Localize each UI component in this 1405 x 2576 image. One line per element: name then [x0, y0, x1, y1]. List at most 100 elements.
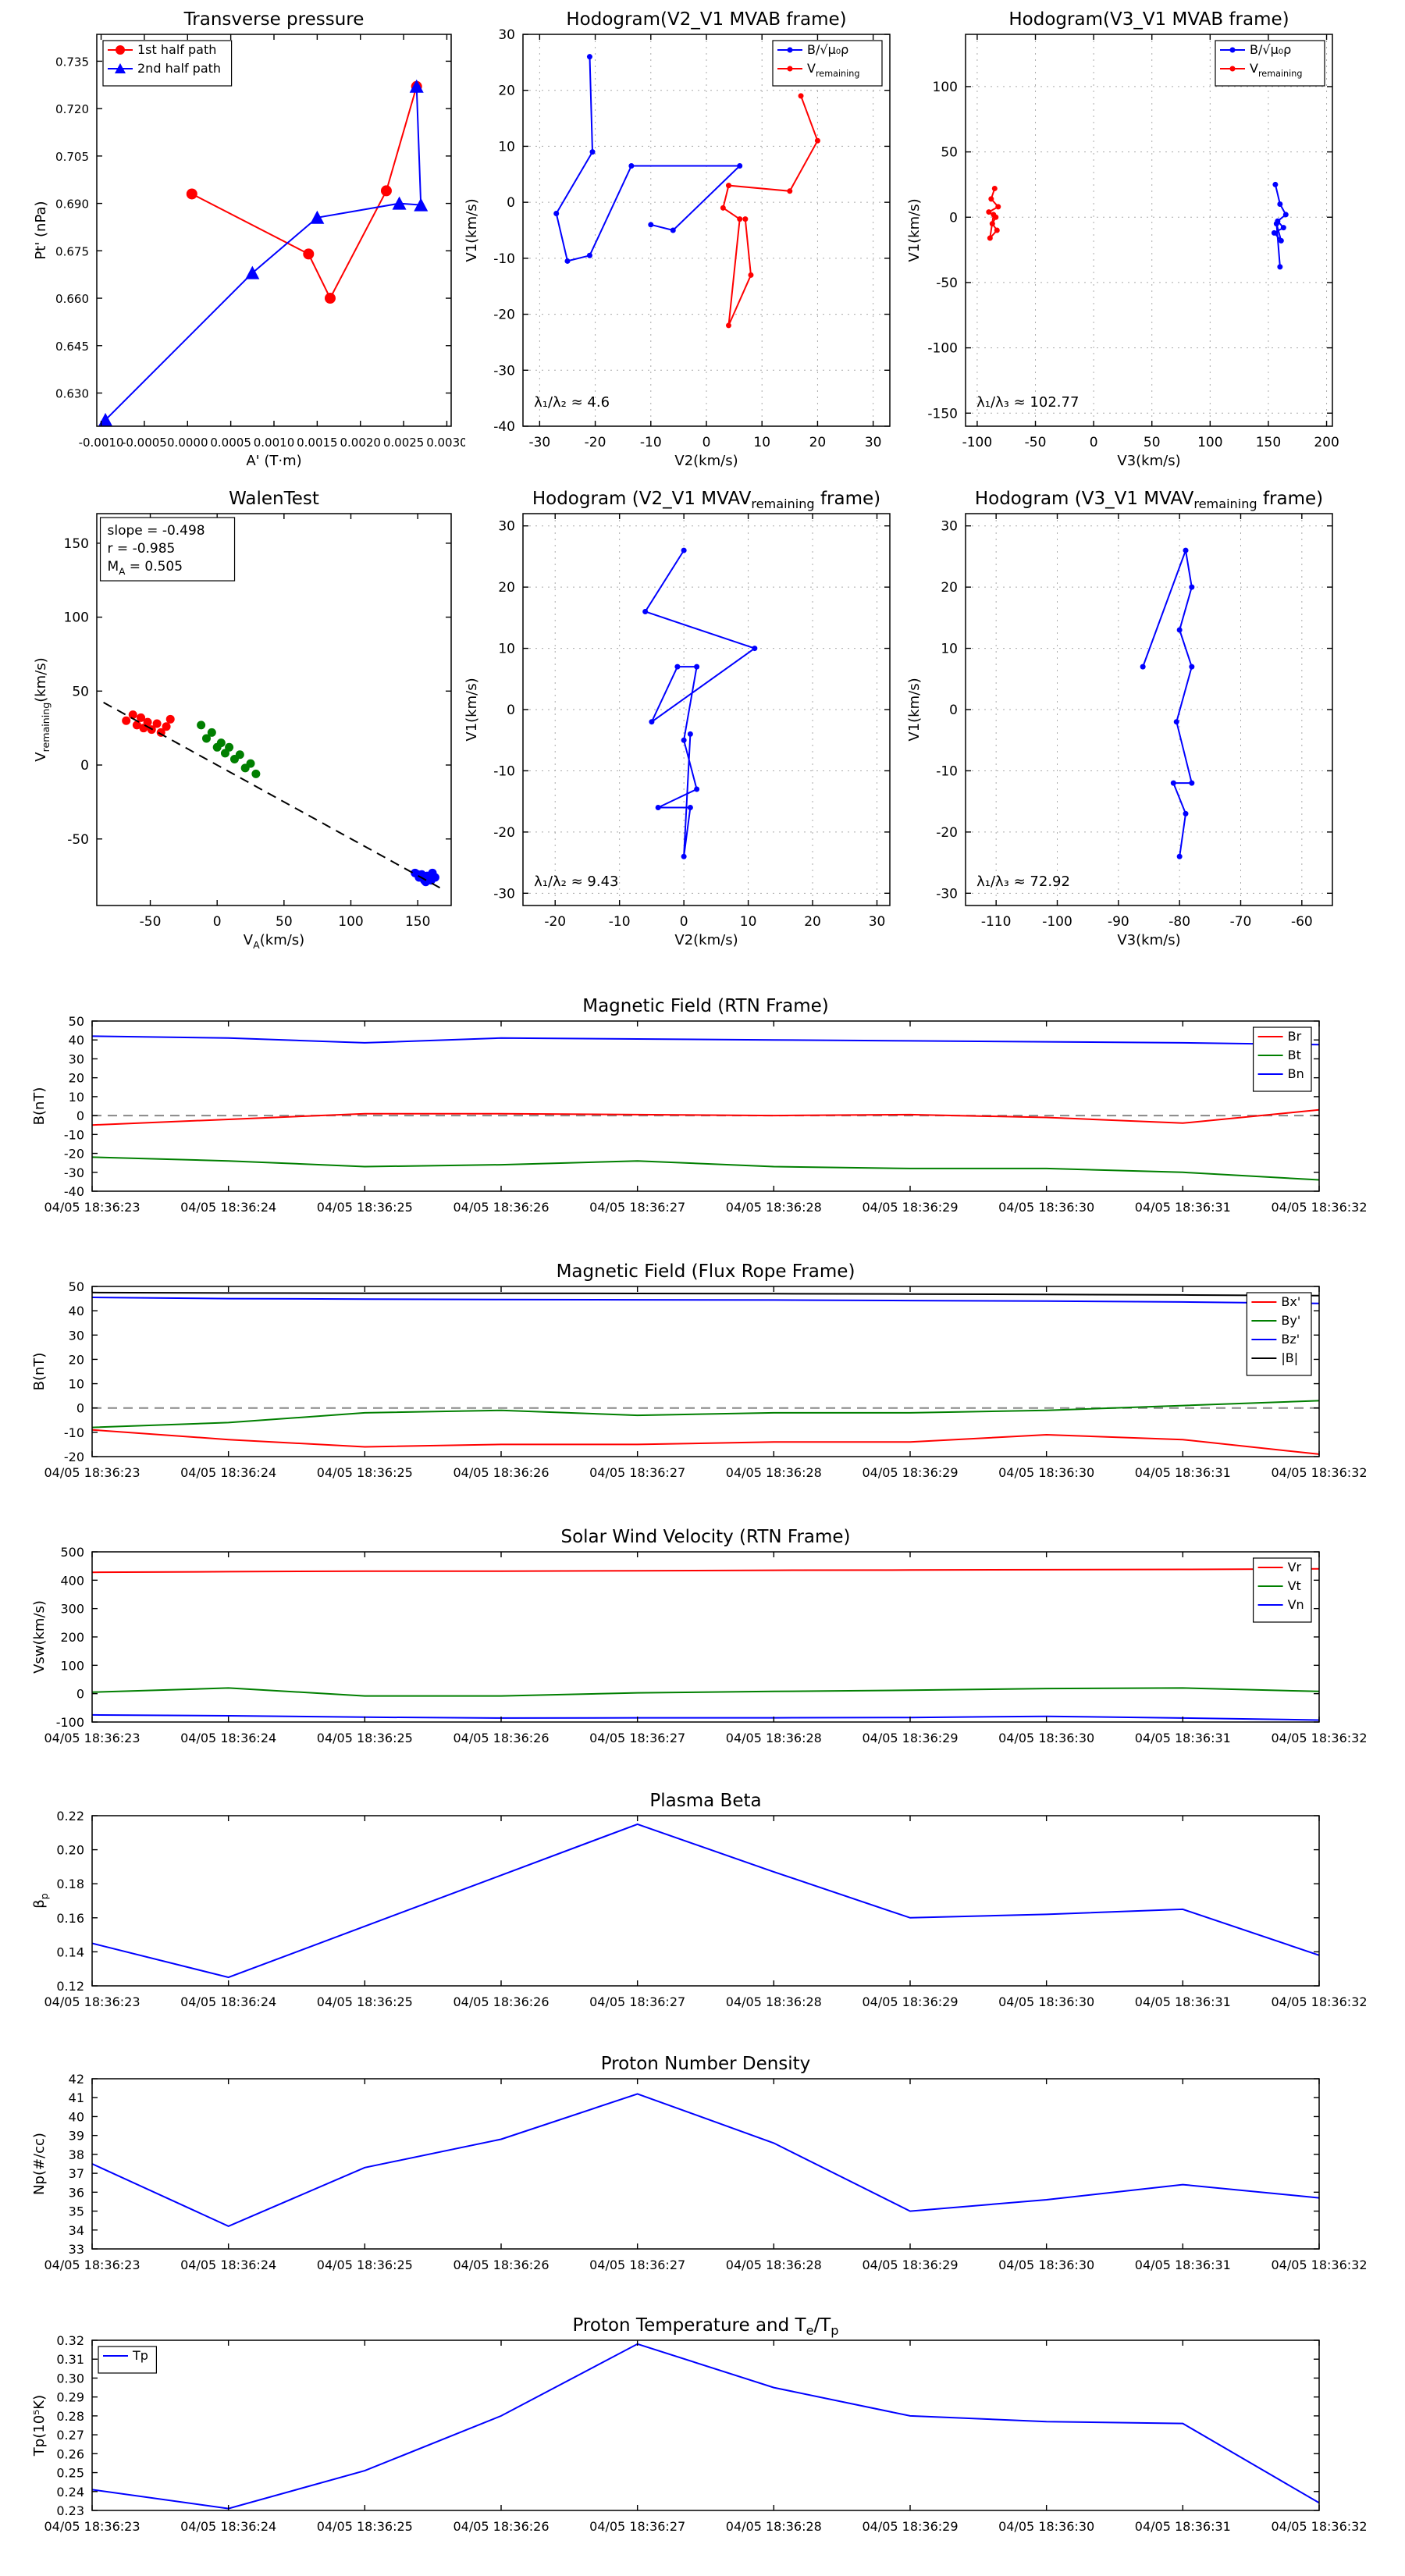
svg-text:-10: -10 — [64, 1425, 84, 1440]
series-1st-half-path — [186, 80, 422, 304]
svg-text:04/05 18:36:31: 04/05 18:36:31 — [1135, 2258, 1231, 2272]
y-axis-label: V1(km/s) — [906, 678, 923, 741]
svg-text:35: 35 — [69, 2204, 84, 2219]
x-axis-label: V2(km/s) — [674, 932, 738, 948]
svg-text:200: 200 — [60, 1630, 84, 1645]
plot-background — [97, 34, 451, 426]
series-bt — [91, 1156, 1320, 1181]
svg-text:λ₁/λ₃ ≈ 102.77: λ₁/λ₃ ≈ 102.77 — [976, 394, 1079, 411]
svg-text:-50: -50 — [1025, 435, 1047, 450]
svg-text:0.0030: 0.0030 — [426, 436, 465, 450]
hod-v2v1-mvav-svg: -20 -10 0 10 20 30 -30 -20 -10 0 10 20 30 Hodogram (V… — [464, 489, 891, 948]
y-axis-label: V1(km/s) — [464, 198, 480, 262]
chart-hodogram-v3v1-mvav: -110 -100 -90 -80 -70 -60 -30 -20 -10 0 10 20 30 Hodo… — [894, 486, 1346, 957]
svg-text:04/05 18:36:29: 04/05 18:36:29 — [862, 2519, 958, 2534]
svg-text:100: 100 — [64, 610, 89, 626]
svg-text:04/05 18:36:31: 04/05 18:36:31 — [1135, 1994, 1231, 2009]
series-vr — [91, 1567, 1320, 1574]
svg-text:04/05 18:36:31: 04/05 18:36:31 — [1135, 1465, 1231, 1480]
svg-text:04/05 18:36:28: 04/05 18:36:28 — [726, 2519, 822, 2534]
svg-text:0: 0 — [80, 758, 89, 774]
x-ticks: 04/05 18:36:23 04/05 18:36:24 04/05 18:36:… — [44, 1021, 1368, 1215]
svg-text:0.735: 0.735 — [55, 55, 89, 69]
svg-text:-110: -110 — [981, 914, 1012, 930]
svg-text:39: 39 — [69, 2129, 84, 2144]
svg-text:50: 50 — [941, 145, 958, 161]
y-ticks: -150 -100 -50 0 50 100 — [927, 80, 1332, 422]
svg-text:0.18: 0.18 — [56, 1877, 84, 1891]
series--b- — [91, 1291, 1320, 1297]
svg-text:20: 20 — [498, 84, 515, 99]
y-axis-label: Pt' (nPa) — [33, 201, 49, 259]
annotation: λ₁/λ₂ ≈ 9.43 — [534, 873, 618, 890]
axes-frame — [96, 513, 452, 906]
x-ticks: -20 -10 0 10 20 30 — [544, 514, 885, 930]
svg-text:04/05 18:36:23: 04/05 18:36:23 — [44, 2258, 140, 2272]
svg-text:By': By' — [1281, 1313, 1300, 1328]
y-axis-label: V1(km/s) — [464, 678, 480, 741]
plot-background — [523, 34, 890, 426]
svg-text:0: 0 — [76, 1687, 84, 1702]
svg-text:04/05 18:36:26: 04/05 18:36:26 — [453, 1994, 549, 2009]
svg-text:0.0025: 0.0025 — [383, 436, 425, 450]
chart-transverse-pressure: -0.0010 -0.0005 0.0000 0.0005 0.0010 0.0015 0.… — [12, 6, 468, 478]
y-ticks: -20 -10 0 10 20 30 40 50 — [64, 1279, 1319, 1464]
svg-text:40: 40 — [69, 2109, 84, 2124]
y-ticks: -40 -30 -20 -10 0 10 20 30 — [493, 27, 890, 435]
axes-frame — [91, 1815, 1320, 1987]
svg-text:04/05 18:36:28: 04/05 18:36:28 — [726, 1465, 822, 1480]
svg-text:-10: -10 — [640, 435, 662, 450]
svg-text:λ₁/λ₂ ≈ 4.6: λ₁/λ₂ ≈ 4.6 — [534, 394, 610, 411]
svg-text:04/05 18:36:29: 04/05 18:36:29 — [862, 1731, 958, 1745]
svg-text:04/05 18:36:28: 04/05 18:36:28 — [726, 1200, 822, 1215]
chart-magnetic-field-fluxrope: 04/05 18:36:23 04/05 18:36:24 04/05 18:36:… — [22, 1249, 1380, 1494]
plot-background — [92, 2079, 1319, 2249]
svg-text:04/05 18:36:30: 04/05 18:36:30 — [998, 1731, 1094, 1745]
svg-text:0.25: 0.25 — [56, 2466, 84, 2481]
svg-text:-20: -20 — [585, 435, 606, 450]
svg-text:-20: -20 — [64, 1450, 84, 1464]
proton-density-svg: 04/05 18:36:23 04/05 18:36:24 04/05 18:36:… — [31, 2054, 1368, 2272]
svg-text:04/05 18:36:25: 04/05 18:36:25 — [317, 1994, 413, 2009]
svg-text:0: 0 — [702, 435, 711, 450]
legend: Br Bt Bn — [1252, 1026, 1312, 1092]
proton-temp-svg: 04/05 18:36:23 04/05 18:36:24 04/05 18:36:… — [31, 2315, 1368, 2534]
svg-text:04/05 18:36:24: 04/05 18:36:24 — [180, 1994, 276, 2009]
svg-text:100: 100 — [338, 914, 363, 930]
svg-text:2nd half path: 2nd half path — [137, 61, 221, 76]
svg-text:400: 400 — [60, 1573, 84, 1588]
axes-frame — [91, 2339, 1320, 2511]
svg-text:04/05 18:36:28: 04/05 18:36:28 — [726, 1731, 822, 1745]
svg-text:04/05 18:36:31: 04/05 18:36:31 — [1135, 1731, 1231, 1745]
legend: Bx' By' Bz' |B| — [1246, 1292, 1312, 1376]
svg-text:0.0010: 0.0010 — [254, 436, 295, 450]
svg-text:04/05 18:36:27: 04/05 18:36:27 — [589, 2258, 685, 2272]
plot-background — [92, 1021, 1319, 1191]
plot-background — [966, 34, 1332, 426]
svg-text:04/05 18:36:30: 04/05 18:36:30 — [998, 1465, 1094, 1480]
svg-text:300: 300 — [60, 1602, 84, 1617]
legend: Tp — [98, 2346, 158, 2374]
svg-text:0: 0 — [1090, 435, 1098, 450]
series-0 — [91, 2093, 1320, 2227]
svg-text:0.0015: 0.0015 — [297, 436, 338, 450]
svg-text:500: 500 — [60, 1545, 84, 1560]
x-ticks: 04/05 18:36:23 04/05 18:36:24 04/05 18:36:… — [44, 1816, 1368, 2009]
svg-text:0.645: 0.645 — [55, 340, 89, 354]
chart-title: Plasma Beta — [649, 1791, 761, 1811]
svg-text:-50: -50 — [67, 832, 89, 848]
svg-text:04/05 18:36:32: 04/05 18:36:32 — [1271, 1200, 1367, 1215]
svg-text:50: 50 — [72, 684, 89, 699]
svg-text:20: 20 — [69, 1071, 84, 1086]
chart-solar-wind-velocity: 04/05 18:36:23 04/05 18:36:24 04/05 18:36:… — [22, 1514, 1380, 1759]
series-v-remaining- — [986, 185, 1001, 241]
svg-text:0: 0 — [949, 210, 958, 226]
svg-text:-10: -10 — [493, 763, 515, 779]
svg-text:04/05 18:36:30: 04/05 18:36:30 — [998, 2519, 1094, 2534]
chart-magnetic-field-rtn: 04/05 18:36:23 04/05 18:36:24 04/05 18:36:… — [22, 984, 1380, 1229]
svg-text:-60: -60 — [1291, 914, 1313, 930]
chart-title: Hodogram(V2_V1 MVAB frame) — [566, 9, 846, 30]
svg-text:0.675: 0.675 — [55, 244, 89, 258]
y-axis-label: B(nT) — [31, 1087, 48, 1126]
svg-text:-70: -70 — [1230, 914, 1252, 930]
